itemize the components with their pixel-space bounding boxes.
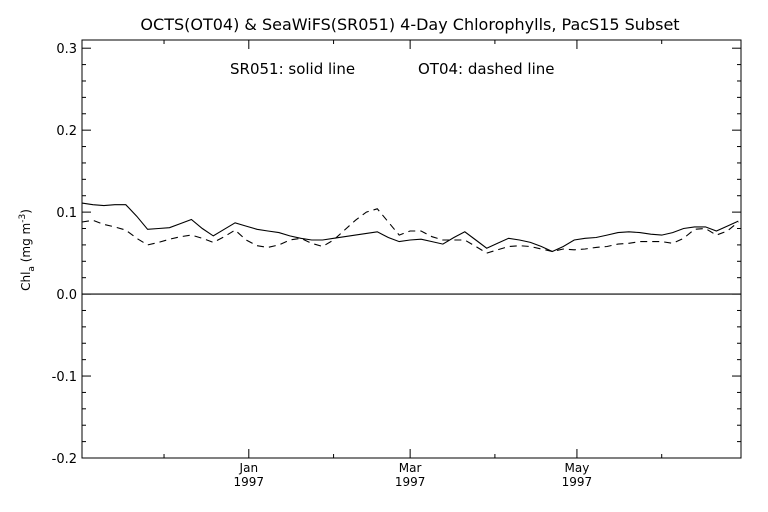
y-tick-label: -0.1: [52, 370, 77, 385]
x-tick-year: 1997: [562, 475, 593, 489]
series-line-sr051: [81, 202, 739, 253]
annotation-solid: SR051: solid line: [230, 60, 355, 78]
y-axis-label: Chla (mg m-3): [18, 209, 37, 291]
x-tick-label: May: [565, 461, 590, 475]
chart-title: OCTS(OT04) & SeaWiFS(SR051) 4-Day Chloro…: [140, 15, 679, 34]
x-tick-year: 1997: [395, 475, 426, 489]
y-tick-label: -0.2: [52, 452, 77, 467]
x-tick-label: Mar: [399, 461, 422, 475]
series-group: [81, 202, 739, 254]
y-axis: -0.2 -0.1 0.0 0.1 0.2 0.3: [52, 42, 741, 467]
y-tick-label: 0.1: [56, 206, 77, 221]
plot-frame: [81, 39, 742, 459]
y-tick-label: 0.3: [56, 42, 77, 57]
y-tick-label: 0.0: [56, 288, 77, 303]
series-line-ot04: [81, 208, 739, 254]
annotation-dashed: OT04: dashed line: [418, 60, 555, 78]
x-tick-label: Jan: [239, 461, 259, 475]
x-tick-year: 1997: [234, 475, 265, 489]
y-tick-label: 0.2: [56, 124, 77, 139]
